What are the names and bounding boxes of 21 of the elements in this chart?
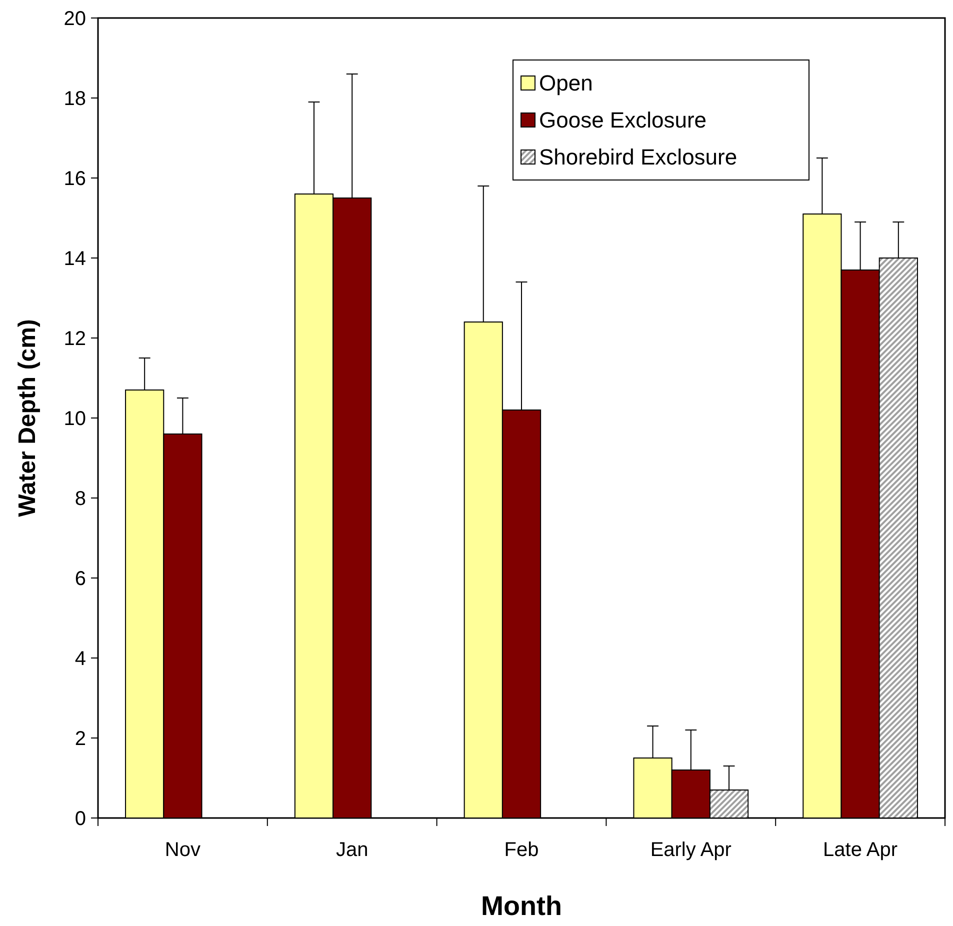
x-tick-label: Feb [504,839,539,861]
x-tick-label: Jan [336,839,368,861]
y-tick-label: 10 [64,408,86,430]
y-tick-label: 4 [74,648,86,670]
y-tick-label: 2 [74,728,86,750]
x-tick-label: Late Apr [823,839,898,861]
legend-label: Goose Exclosure [539,108,707,133]
x-tick-label: Early Apr [650,839,732,861]
x-tick-label: Nov [164,839,200,861]
y-tick-label: 20 [64,8,86,30]
y-tick-label: 14 [64,248,86,270]
legend-label: Open [539,70,593,96]
y-tick-label: 6 [74,568,86,590]
y-tick-label: 16 [64,168,86,190]
y-axis-title: Water Depth (cm) [14,319,41,517]
y-tick-label: 18 [64,88,86,110]
legend-label: Shorebird Exclosure [539,144,738,170]
y-tick-label: 12 [64,328,86,350]
y-tick-label: 8 [74,488,86,510]
y-tick-label: 0 [74,808,86,830]
x-axis-title: Month [481,891,562,921]
